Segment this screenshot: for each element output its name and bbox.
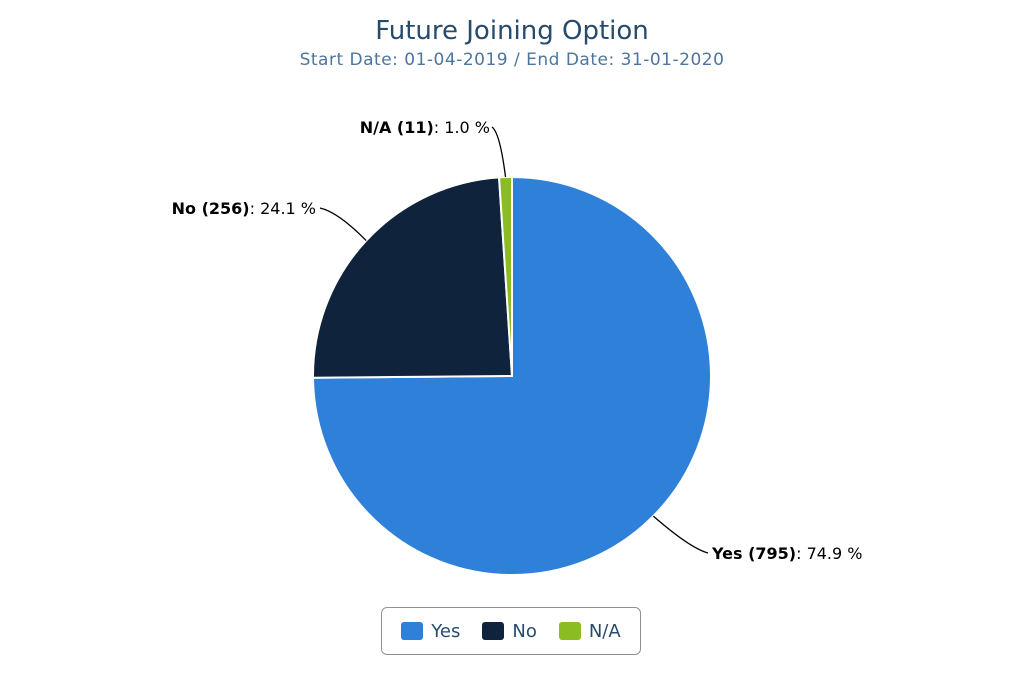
legend-item-na[interactable]: N/A (558, 620, 621, 642)
data-label-count-no: No (256) (172, 199, 250, 218)
legend-label-no: No (512, 620, 537, 642)
legend-label-yes: Yes (431, 620, 461, 642)
legend-item-yes[interactable]: Yes (401, 621, 460, 642)
chart-subtitle: Start Date: 01-04-2019 / End Date: 31-01… (299, 50, 725, 70)
legend-label-na: N/A (588, 620, 621, 642)
data-label-count-na: N/A (11) (360, 118, 434, 137)
data-label-yes: Yes (795): 74.9 % (711, 544, 862, 563)
legend-swatch-yes (401, 622, 424, 640)
data-label-na: N/A (11): 1.0 % (360, 118, 490, 137)
chart-legend: Yes No N/A (381, 607, 641, 655)
legend-swatch-no (482, 622, 505, 640)
connector-yes (652, 515, 709, 554)
data-label-percent-yes: : 74.9 % (796, 544, 862, 563)
pie-slice-no[interactable] (312, 176, 514, 379)
connector-no (319, 207, 367, 242)
chart-title: Future Joining Option (375, 16, 649, 46)
connector-na (491, 126, 507, 178)
legend-item-no[interactable]: No (482, 620, 537, 642)
data-label-count-yes: Yes (795) (711, 544, 796, 563)
data-label-percent-na: : 1.0 % (434, 118, 490, 137)
data-label-percent-no: : 24.1 % (250, 199, 316, 218)
data-label-no: No (256): 24.1 % (172, 199, 316, 218)
legend-swatch-na (558, 622, 581, 640)
